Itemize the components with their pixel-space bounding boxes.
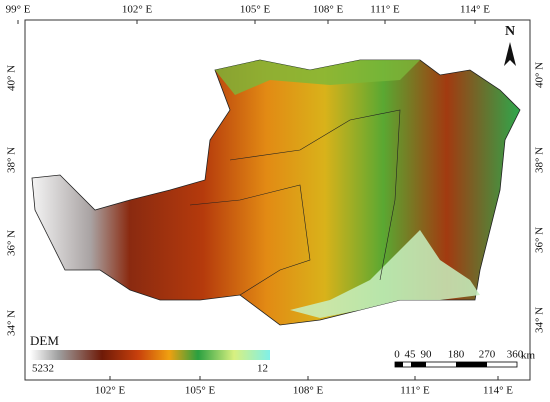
left-lat-label: 34° N bbox=[6, 310, 18, 336]
scale-label: 360 bbox=[507, 349, 524, 361]
map-frame bbox=[24, 19, 531, 381]
bottom-lon-label: 114° E bbox=[483, 385, 513, 397]
bottom-lon-label: 102° E bbox=[95, 385, 126, 397]
north-arrow: N bbox=[504, 24, 516, 66]
top-lon-label: 99° E bbox=[6, 4, 31, 16]
province-borders bbox=[189, 109, 401, 296]
right-lat-label: 40° N bbox=[534, 62, 546, 88]
plateau-area bbox=[215, 60, 420, 95]
top-lon-label: 105° E bbox=[240, 4, 271, 16]
top-lon-label: 111° E bbox=[370, 4, 400, 16]
scale-bar-segment bbox=[456, 362, 487, 367]
scale-label: 180 bbox=[448, 349, 465, 361]
scale-label: 45 bbox=[405, 349, 417, 361]
scale-bar-segment bbox=[395, 362, 403, 367]
scale-label: 0 bbox=[394, 349, 400, 361]
left-lat-label: 36° N bbox=[6, 230, 18, 256]
left-lat-label: 38° N bbox=[6, 147, 18, 173]
arrow-shape bbox=[504, 42, 516, 66]
top-lon-label: 108° E bbox=[313, 4, 344, 16]
border-line bbox=[189, 184, 311, 296]
scale-label: 270 bbox=[479, 349, 496, 361]
top-lon-label: 114° E bbox=[460, 4, 490, 16]
legend-title: DEM bbox=[30, 333, 59, 348]
left-lat-label: 40° N bbox=[6, 65, 18, 91]
scale-label: 90 bbox=[421, 349, 433, 361]
legend-high: 5232 bbox=[32, 363, 54, 375]
right-lat-label: 38° N bbox=[534, 147, 546, 173]
bottom-lon-label: 105° E bbox=[185, 385, 216, 397]
bottom-lon-label: 111° E bbox=[400, 385, 430, 397]
legend-low: 12 bbox=[257, 363, 268, 375]
scale-bar: km bbox=[394, 350, 536, 368]
scale-bar-segment bbox=[411, 362, 426, 367]
legend-color-bar bbox=[30, 350, 270, 360]
north-label: N bbox=[505, 24, 515, 39]
lowland-area bbox=[290, 230, 480, 318]
bottom-lon-label: 108° E bbox=[293, 385, 324, 397]
scale-unit: km bbox=[521, 350, 536, 362]
border-line bbox=[229, 109, 401, 281]
right-lat-label: 36° N bbox=[534, 227, 546, 253]
top-lon-label: 102° E bbox=[122, 4, 153, 16]
right-lat-label: 34° N bbox=[534, 307, 546, 333]
